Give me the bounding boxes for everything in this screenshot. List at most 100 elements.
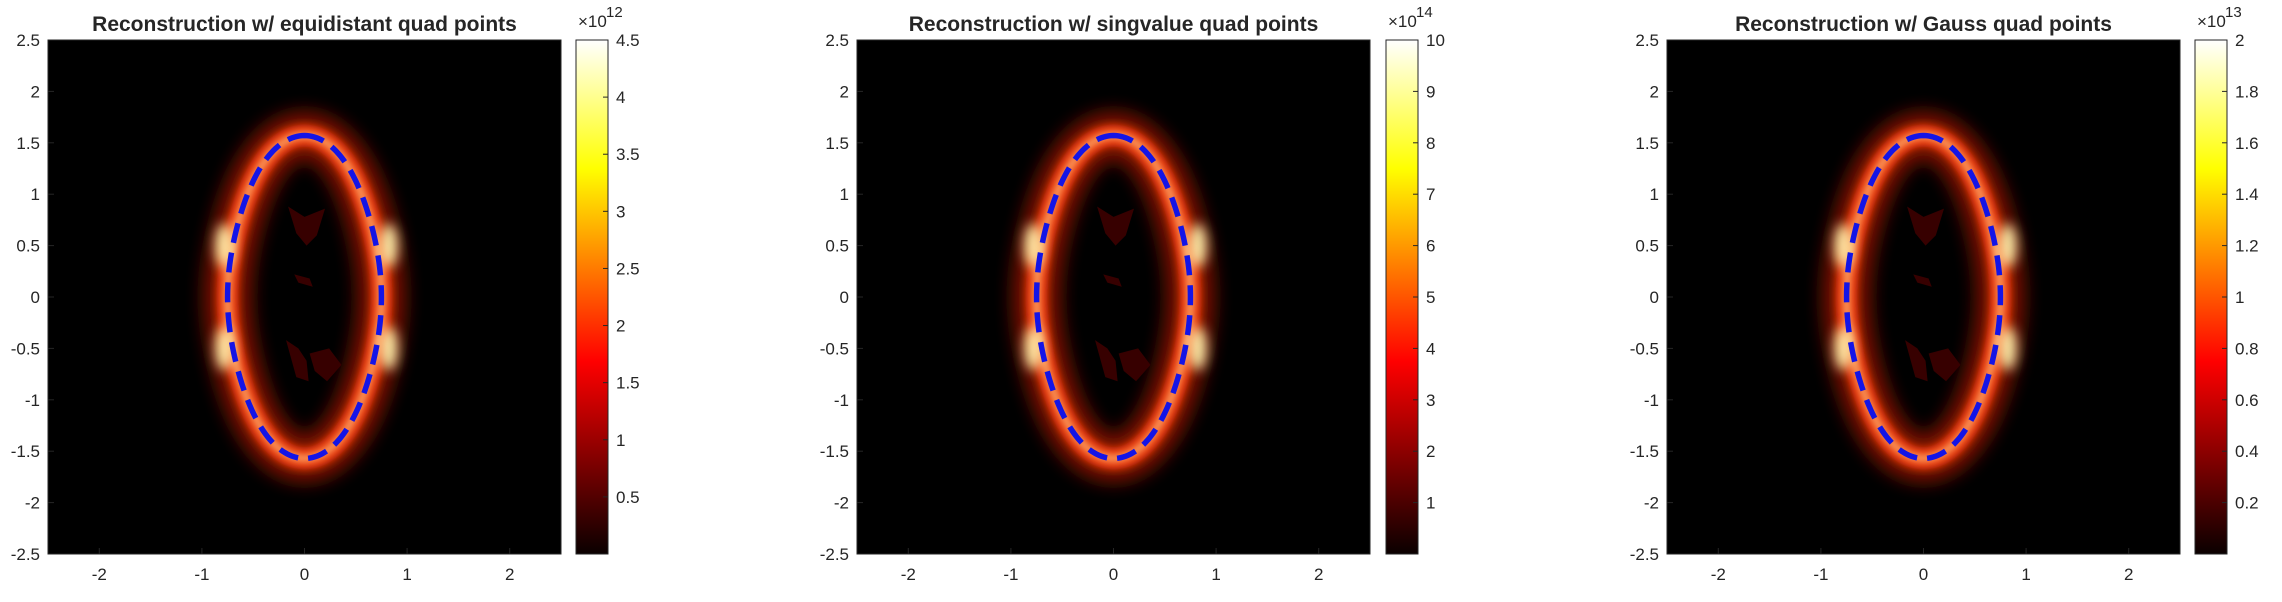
y-tick-label: 0.5 [16,237,40,256]
heat-spot-3 [1834,326,1853,371]
y-tick-label: -0.5 [11,339,40,358]
y-tick-label: -0.5 [820,339,849,358]
x-tick-label: -1 [1003,565,1018,584]
colorbar-tick-label: 0.8 [2235,339,2259,358]
inner-blob-4 [1913,274,1932,287]
colorbar-tick-label: 8 [1426,134,1435,153]
y-tick-label: 0 [1650,288,1659,307]
inner-blob-4 [294,274,313,287]
colorbar-tick-label: 1.5 [616,374,640,393]
colorbar-tick-label: 0.6 [2235,391,2259,410]
y-tick-label: 2 [1650,82,1659,101]
colorbar-tick-label: 1.6 [2235,134,2259,153]
y-tick-label: 0.5 [1635,237,1659,256]
y-tick-label: 1.5 [16,134,40,153]
colorbar-exponent: 12 [606,4,623,21]
y-tick-label: 1.5 [825,134,849,153]
heat-spot-4 [379,326,398,371]
y-tick-label: -1.5 [11,442,40,461]
boundary-curve [1033,132,1194,462]
x-tick-label: 0 [1919,565,1928,584]
colorbar-tick-label: 1.8 [2235,82,2259,101]
x-tick-label: 0 [300,565,309,584]
chart-panel-2: -2 -1 0 1 2 -2.5 -2 -1.5 -1 -0.5 0 0.5 1 1.5 2 2.5 Recon… [820,4,1445,584]
x-tick-label: 1 [1211,565,1220,584]
y-tick-label: -2 [1644,494,1659,513]
colorbar-tick-label: 2 [1426,442,1435,461]
y-tick-label: 2 [840,82,849,101]
colorbar-exponent: 14 [1416,4,1433,21]
colorbar-tick-label: 4.5 [616,31,640,50]
boundary-curve [224,132,385,462]
y-tick-label: -1 [1644,391,1659,410]
heat-spot-2 [379,223,398,268]
y-tick-label: 2 [31,82,40,101]
inner-blob-1 [1907,206,1945,246]
y-tick-label: 2.5 [825,31,849,50]
colorbar [1385,39,1419,555]
colorbar-tick-label: 3.5 [616,145,640,164]
x-tick-label: 2 [2124,565,2133,584]
colorbar-exponent: 13 [2225,4,2242,21]
colorbar-tick-label: 6 [1426,237,1435,256]
y-tick-label: -1.5 [820,442,849,461]
inner-blob-3 [309,348,342,382]
inner-blob-2 [1905,340,1928,382]
colorbar-tick-label: 2 [616,317,625,336]
chart-title: Reconstruction w/ singvalue quad points [909,13,1319,36]
colorbar-tick-label: 0.5 [616,488,640,507]
colorbar-tick-label: 4 [616,88,625,107]
inner-blob-1 [1097,206,1135,246]
colorbar-tick-label: 10 [1426,31,1445,50]
y-tick-label: -1 [25,391,40,410]
chart-title: Reconstruction w/ equidistant quad point… [92,13,517,36]
colorbar-tick-label: 1 [1426,494,1435,513]
colorbar-tick-label: 1.4 [2235,185,2259,204]
x-tick-label: -1 [194,565,209,584]
heat-spot-2 [1188,223,1207,268]
y-tick-label: -0.5 [1630,339,1659,358]
y-tick-label: -2.5 [1630,545,1659,564]
colorbar-exponent-base: ×10 [578,12,607,31]
y-tick-label: -2.5 [11,545,40,564]
y-tick-label: -1 [834,391,849,410]
colorbar-tick-label: 3 [616,202,625,221]
inner-blob-3 [1928,348,1961,382]
colorbar-tick-label: 3 [1426,391,1435,410]
colorbar-tick-label: 1 [2235,288,2244,307]
heat-spot-3 [1024,326,1043,371]
y-tick-label: -2 [25,494,40,513]
y-tick-label: 1 [1650,185,1659,204]
inner-blob-4 [1103,274,1122,287]
colorbar-tick-label: 0.4 [2235,442,2259,461]
colorbar-tick-label: 4 [1426,339,1435,358]
colorbar-tick-label: 2 [2235,31,2244,50]
inner-blob-2 [286,340,309,382]
chart-panel-3: -2 -1 0 1 2 -2.5 -2 -1.5 -1 -0.5 0 0.5 1 1.5 2 2.5 Recon… [1630,4,2259,584]
chart-panel-1: -2 -1 0 1 2-2.5-2-1.5-1-0.500.511.522.5Recon… [11,4,640,584]
colorbar-tick-label: 1 [616,431,625,450]
y-tick-label: 2.5 [16,31,40,50]
y-tick-label: 1 [840,185,849,204]
y-tick-label: -1.5 [1630,442,1659,461]
y-tick-label: 0.5 [825,237,849,256]
heat-spot-2 [1998,223,2017,268]
colorbar-tick-label: 2.5 [616,259,640,278]
colorbar-exponent-base: ×10 [2197,12,2226,31]
x-tick-label: 0 [1109,565,1118,584]
inner-blob-1 [288,206,326,246]
y-tick-label: 1 [31,185,40,204]
x-tick-label: -2 [901,565,916,584]
colorbar [575,39,609,555]
x-tick-label: 2 [505,565,514,584]
inner-blob-2 [1095,340,1118,382]
heat-spot-4 [1188,326,1207,371]
colorbar-tick-label: 5 [1426,288,1435,307]
colorbar-tick-label: 7 [1426,185,1435,204]
y-tick-label: -2 [834,494,849,513]
x-tick-label: 1 [402,565,411,584]
colorbar-exponent-base: ×10 [1388,12,1417,31]
colorbar-tick-label: 0.2 [2235,494,2259,513]
colorbar-tick-label: 1.2 [2235,237,2259,256]
